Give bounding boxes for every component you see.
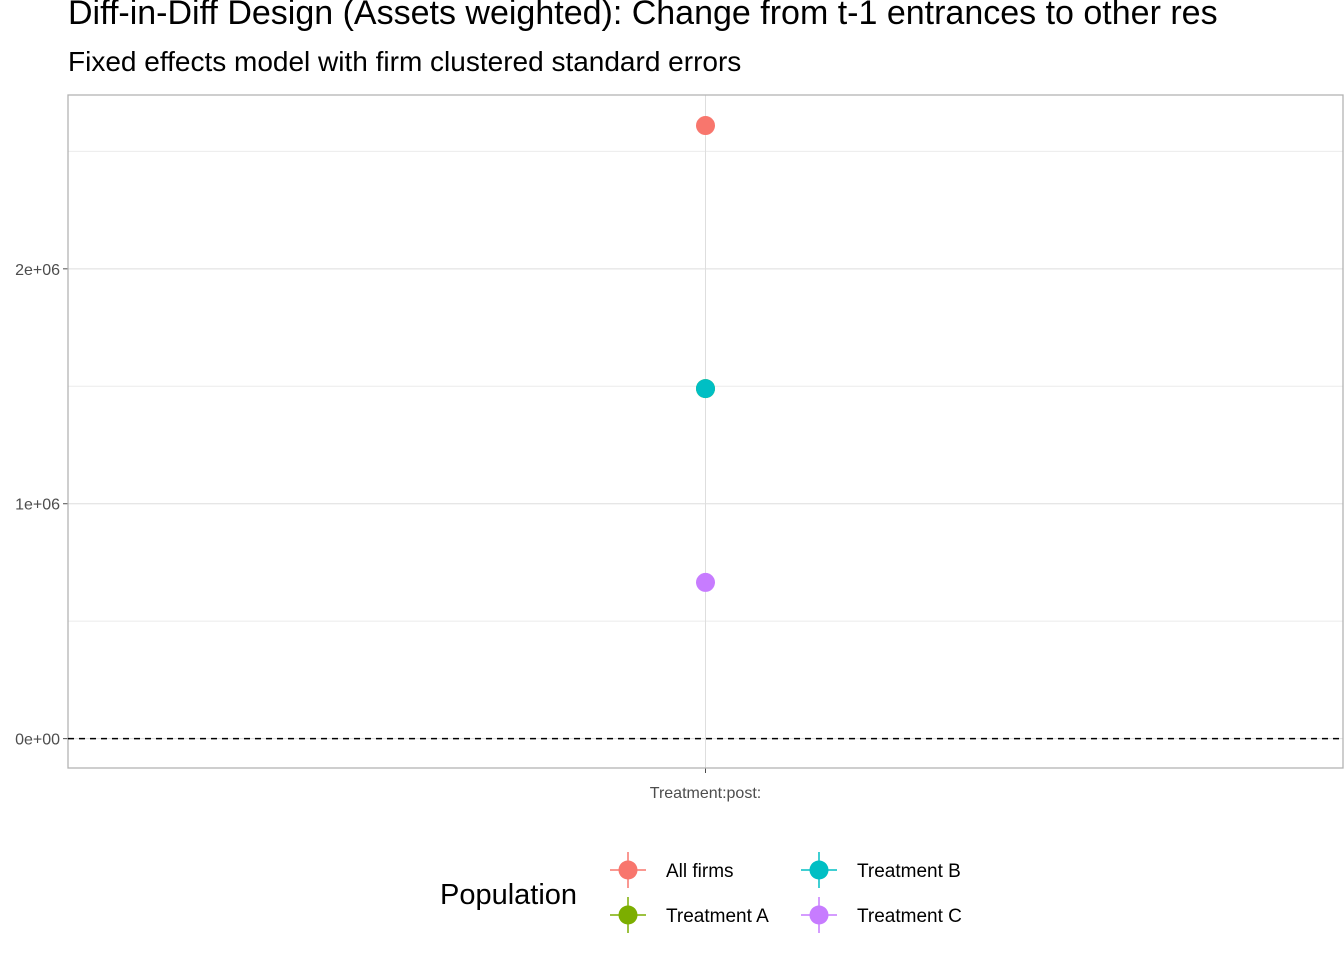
legend-key-point: [618, 860, 638, 880]
grid-layer: [68, 95, 1343, 768]
marks-layer: [696, 116, 715, 592]
legend-title: Population: [440, 879, 577, 911]
legend-label: Treatment C: [857, 906, 962, 927]
legend-key-point: [809, 860, 829, 880]
legend-item: Treatment C: [801, 897, 962, 933]
y-tick-label: 2e+06: [15, 262, 60, 279]
legend-key-point: [618, 905, 638, 925]
legend-item: Treatment A: [610, 897, 769, 933]
point-treatment-b: [696, 379, 715, 399]
legend-label: Treatment B: [857, 861, 961, 882]
y-tick-label: 1e+06: [15, 497, 60, 514]
chart-subtitle: Fixed effects model with firm clustered …: [68, 46, 742, 77]
point-treatment-c: [696, 572, 715, 592]
legend: Population All firms Treatment A Treatment …: [440, 852, 962, 933]
panel-border: [67, 94, 1344, 769]
legend-item: Treatment B: [801, 852, 961, 888]
chart-title: Diff-in-Diff Design (Assets weighted): C…: [68, 0, 1218, 32]
x-tick-label: Treatment:post:: [650, 785, 761, 802]
y-tick-label: 0e+00: [15, 732, 60, 749]
axis-layer: 0e+00 1e+06 2e+06 Treatment:post:: [15, 94, 1344, 802]
legend-key-point: [809, 905, 829, 925]
legend-label: All firms: [666, 861, 734, 882]
point-all-firms: [696, 116, 715, 136]
legend-item: All firms: [610, 852, 734, 888]
legend-label: Treatment A: [666, 906, 769, 927]
